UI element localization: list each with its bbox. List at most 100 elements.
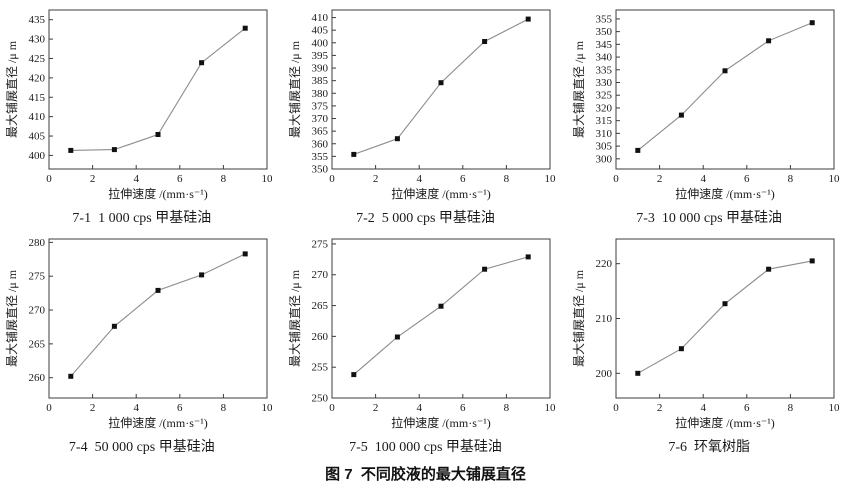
svg-text:最大铺展直径 /μ m: 最大铺展直径 /μ m	[5, 40, 19, 138]
line-chart-7-4: 0 2 4 6 8 10 260 265 270 275 280 拉伸速度 /(mm·s⁻¹) 最大铺展…	[5, 237, 273, 430]
chart-cell-7-6: 0 2 4 6 8 10 200 210 220 拉伸速度 /(mm·s⁻¹) 最大铺展直径 /μ …	[567, 231, 851, 460]
svg-text:275: 275	[312, 238, 329, 250]
svg-text:6: 6	[177, 173, 183, 185]
svg-text:220: 220	[596, 258, 613, 270]
svg-text:255: 255	[312, 362, 329, 374]
svg-text:8: 8	[788, 402, 794, 414]
svg-text:390: 390	[312, 63, 329, 75]
svg-text:405: 405	[312, 25, 329, 37]
svg-text:2: 2	[657, 402, 663, 414]
svg-text:415: 415	[28, 92, 45, 104]
svg-text:320: 320	[596, 102, 613, 114]
svg-text:325: 325	[596, 90, 613, 102]
svg-text:最大铺展直径 /μ m: 最大铺展直径 /μ m	[288, 40, 302, 138]
svg-text:4: 4	[133, 173, 139, 185]
svg-text:6: 6	[744, 402, 750, 414]
svg-text:410: 410	[28, 111, 45, 123]
line-chart-7-3: 0 2 4 6 8 10 300305310315320325330335340345350…	[572, 9, 841, 201]
svg-text:370: 370	[312, 113, 329, 125]
svg-text:395: 395	[312, 50, 329, 62]
svg-text:最大铺展直径 /μ m: 最大铺展直径 /μ m	[288, 269, 302, 367]
svg-text:6: 6	[461, 173, 467, 185]
svg-text:305: 305	[596, 141, 613, 153]
svg-text:0: 0	[330, 402, 336, 414]
svg-text:0: 0	[330, 173, 336, 185]
svg-text:365: 365	[312, 126, 329, 138]
svg-text:10: 10	[261, 402, 273, 414]
svg-text:最大铺展直径 /μ m: 最大铺展直径 /μ m	[572, 269, 586, 367]
svg-text:4: 4	[417, 173, 423, 185]
svg-text:425: 425	[28, 53, 45, 65]
svg-text:435: 435	[28, 14, 45, 26]
svg-text:拉伸速度 /(mm·s⁻¹): 拉伸速度 /(mm·s⁻¹)	[108, 186, 208, 201]
svg-text:10: 10	[829, 173, 841, 185]
svg-text:300: 300	[596, 153, 613, 165]
svg-text:8: 8	[504, 402, 510, 414]
svg-text:拉伸速度 /(mm·s⁻¹): 拉伸速度 /(mm·s⁻¹)	[108, 415, 208, 430]
svg-text:拉伸速度 /(mm·s⁻¹): 拉伸速度 /(mm·s⁻¹)	[675, 186, 775, 201]
svg-text:345: 345	[596, 39, 613, 51]
svg-text:380: 380	[312, 88, 329, 100]
svg-text:340: 340	[596, 52, 613, 64]
svg-text:4: 4	[133, 402, 139, 414]
svg-text:拉伸速度 /(mm·s⁻¹): 拉伸速度 /(mm·s⁻¹)	[675, 415, 775, 430]
svg-text:265: 265	[312, 300, 329, 312]
svg-text:10: 10	[545, 173, 557, 185]
svg-text:210: 210	[596, 313, 613, 325]
svg-text:2: 2	[373, 402, 379, 414]
svg-text:375: 375	[312, 100, 329, 112]
svg-text:0: 0	[46, 173, 52, 185]
svg-text:315: 315	[596, 115, 613, 127]
svg-text:10: 10	[261, 173, 273, 185]
subplot-caption-7-1: 7-1 1 000 cps 甲基硅油	[72, 211, 212, 226]
svg-text:420: 420	[28, 72, 45, 84]
svg-text:2: 2	[657, 173, 663, 185]
svg-text:270: 270	[312, 269, 329, 281]
svg-text:6: 6	[177, 402, 183, 414]
svg-text:330: 330	[596, 77, 613, 89]
svg-text:2: 2	[373, 173, 379, 185]
svg-text:405: 405	[28, 131, 45, 143]
svg-text:0: 0	[46, 402, 52, 414]
svg-text:8: 8	[504, 173, 510, 185]
svg-text:2: 2	[90, 173, 96, 185]
svg-text:270: 270	[28, 305, 45, 317]
svg-text:335: 335	[596, 64, 613, 76]
svg-text:200: 200	[596, 368, 613, 380]
chart-cell-7-2: 0 2 4 6 8 10 350 355 360 365 370 375 380 385 390 395 400…	[284, 2, 568, 231]
svg-text:4: 4	[701, 402, 707, 414]
chart-cell-7-3: 0 2 4 6 8 10 300 305 310 315 320 325 330 335 340 345 350…	[567, 2, 851, 231]
chart-cell-7-4: 0 2 4 6 8 10 260 265 270 275 280 拉伸速度 /(mm·s⁻¹) 最大铺展…	[0, 231, 284, 460]
line-chart-7-1: 0 2 4 6 8 10 400 405 410 415 420 425 430 435 拉伸速度 /(mm…	[5, 9, 273, 201]
figure-caption: 图 7 不同胶液的最大铺展直径	[325, 466, 526, 483]
line-chart-7-6: 0 2 4 6 8 10 200 210 220 拉伸速度 /(mm·s⁻¹) 最大铺展直径 /μ …	[572, 238, 840, 430]
svg-text:260: 260	[28, 372, 45, 384]
svg-text:4: 4	[417, 402, 423, 414]
subplot-caption-7-6: 7-6 环氧树脂	[668, 440, 750, 455]
chart-cell-7-1: 0 2 4 6 8 10 400 405 410 415 420 425 430 435 拉伸速度 /(mm…	[0, 2, 284, 231]
svg-text:拉伸速度 /(mm·s⁻¹): 拉伸速度 /(mm·s⁻¹)	[392, 415, 492, 430]
subplot-caption-7-5: 7-5 100 000 cps 甲基硅油	[349, 440, 502, 455]
line-chart-7-2: 0 2 4 6 8 10 350355360365370375380385390395400…	[288, 9, 557, 201]
svg-text:6: 6	[461, 402, 467, 414]
svg-text:0: 0	[613, 402, 619, 414]
svg-text:275: 275	[28, 271, 45, 283]
svg-text:0: 0	[613, 173, 619, 185]
svg-text:310: 310	[596, 128, 613, 140]
svg-text:400: 400	[312, 37, 329, 49]
svg-text:385: 385	[312, 75, 329, 87]
svg-text:410: 410	[312, 12, 329, 24]
svg-text:最大铺展直径 /μ m: 最大铺展直径 /μ m	[572, 40, 586, 138]
svg-text:4: 4	[701, 173, 707, 185]
svg-text:360: 360	[312, 138, 329, 150]
svg-text:350: 350	[596, 26, 613, 38]
svg-text:400: 400	[28, 150, 45, 162]
subplot-caption-7-3: 7-3 10 000 cps 甲基硅油	[636, 211, 783, 226]
svg-text:355: 355	[596, 13, 613, 25]
svg-text:280: 280	[28, 237, 45, 249]
svg-text:8: 8	[220, 402, 226, 414]
chart-cell-7-5: 0 2 4 6 8 10 250 255 260 265 270 275 拉伸速度 /(mm·s⁻¹) 最…	[284, 231, 568, 460]
svg-text:265: 265	[28, 338, 45, 350]
svg-text:260: 260	[312, 331, 329, 343]
